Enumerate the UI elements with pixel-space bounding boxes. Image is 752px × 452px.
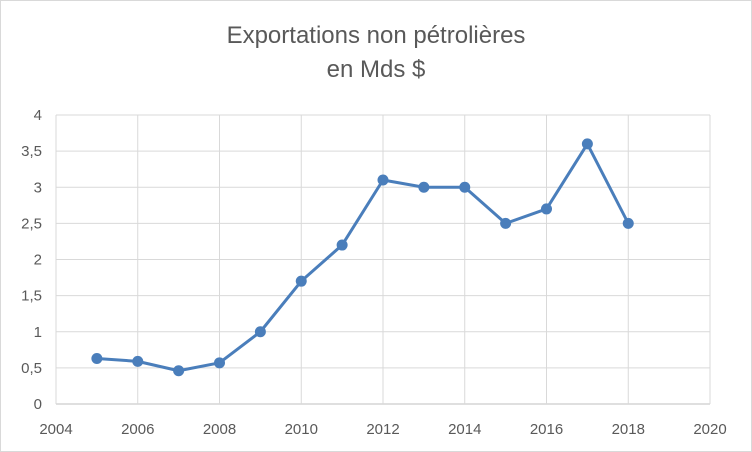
data-point xyxy=(295,275,307,287)
y-tick-label: 2,5 xyxy=(21,215,42,232)
data-point xyxy=(622,217,634,229)
y-tick-label: 3,5 xyxy=(21,143,42,160)
chart-title-line2: en Mds $ xyxy=(326,56,426,83)
data-point xyxy=(254,326,266,338)
data-point xyxy=(132,355,144,367)
x-tick-label: 2006 xyxy=(121,421,154,438)
data-point xyxy=(581,138,593,150)
data-point xyxy=(377,174,389,186)
data-point xyxy=(500,217,512,229)
data-point xyxy=(173,365,185,377)
data-point xyxy=(91,352,103,364)
data-point xyxy=(336,239,348,251)
data-point xyxy=(459,181,471,193)
y-tick-label: 1,5 xyxy=(21,288,42,305)
y-tick-label: 4 xyxy=(34,107,42,124)
x-tick-label: 2004 xyxy=(39,421,72,438)
x-tick-label: 2020 xyxy=(693,421,726,438)
chart-title: Exportations non pétrolières en Mds $ xyxy=(1,19,751,87)
data-point xyxy=(418,181,430,193)
data-point xyxy=(214,357,225,369)
series-line xyxy=(96,142,630,373)
data-point xyxy=(541,203,552,215)
x-tick-label: 2014 xyxy=(448,421,481,438)
y-tick-label: 3 xyxy=(34,179,42,196)
y-tick-label: 0 xyxy=(34,396,42,413)
x-tick-label: 2016 xyxy=(530,421,563,438)
x-tick-label: 2008 xyxy=(203,421,236,438)
x-tick-label: 2018 xyxy=(612,421,645,438)
x-tick-label: 2010 xyxy=(285,421,318,438)
chart-title-line1: Exportations non pétrolières xyxy=(226,22,526,49)
x-tick-label: 2012 xyxy=(366,421,399,438)
y-tick-label: 0,5 xyxy=(21,360,42,377)
y-tick-label: 2 xyxy=(34,252,42,269)
y-tick-label: 1 xyxy=(34,324,42,341)
